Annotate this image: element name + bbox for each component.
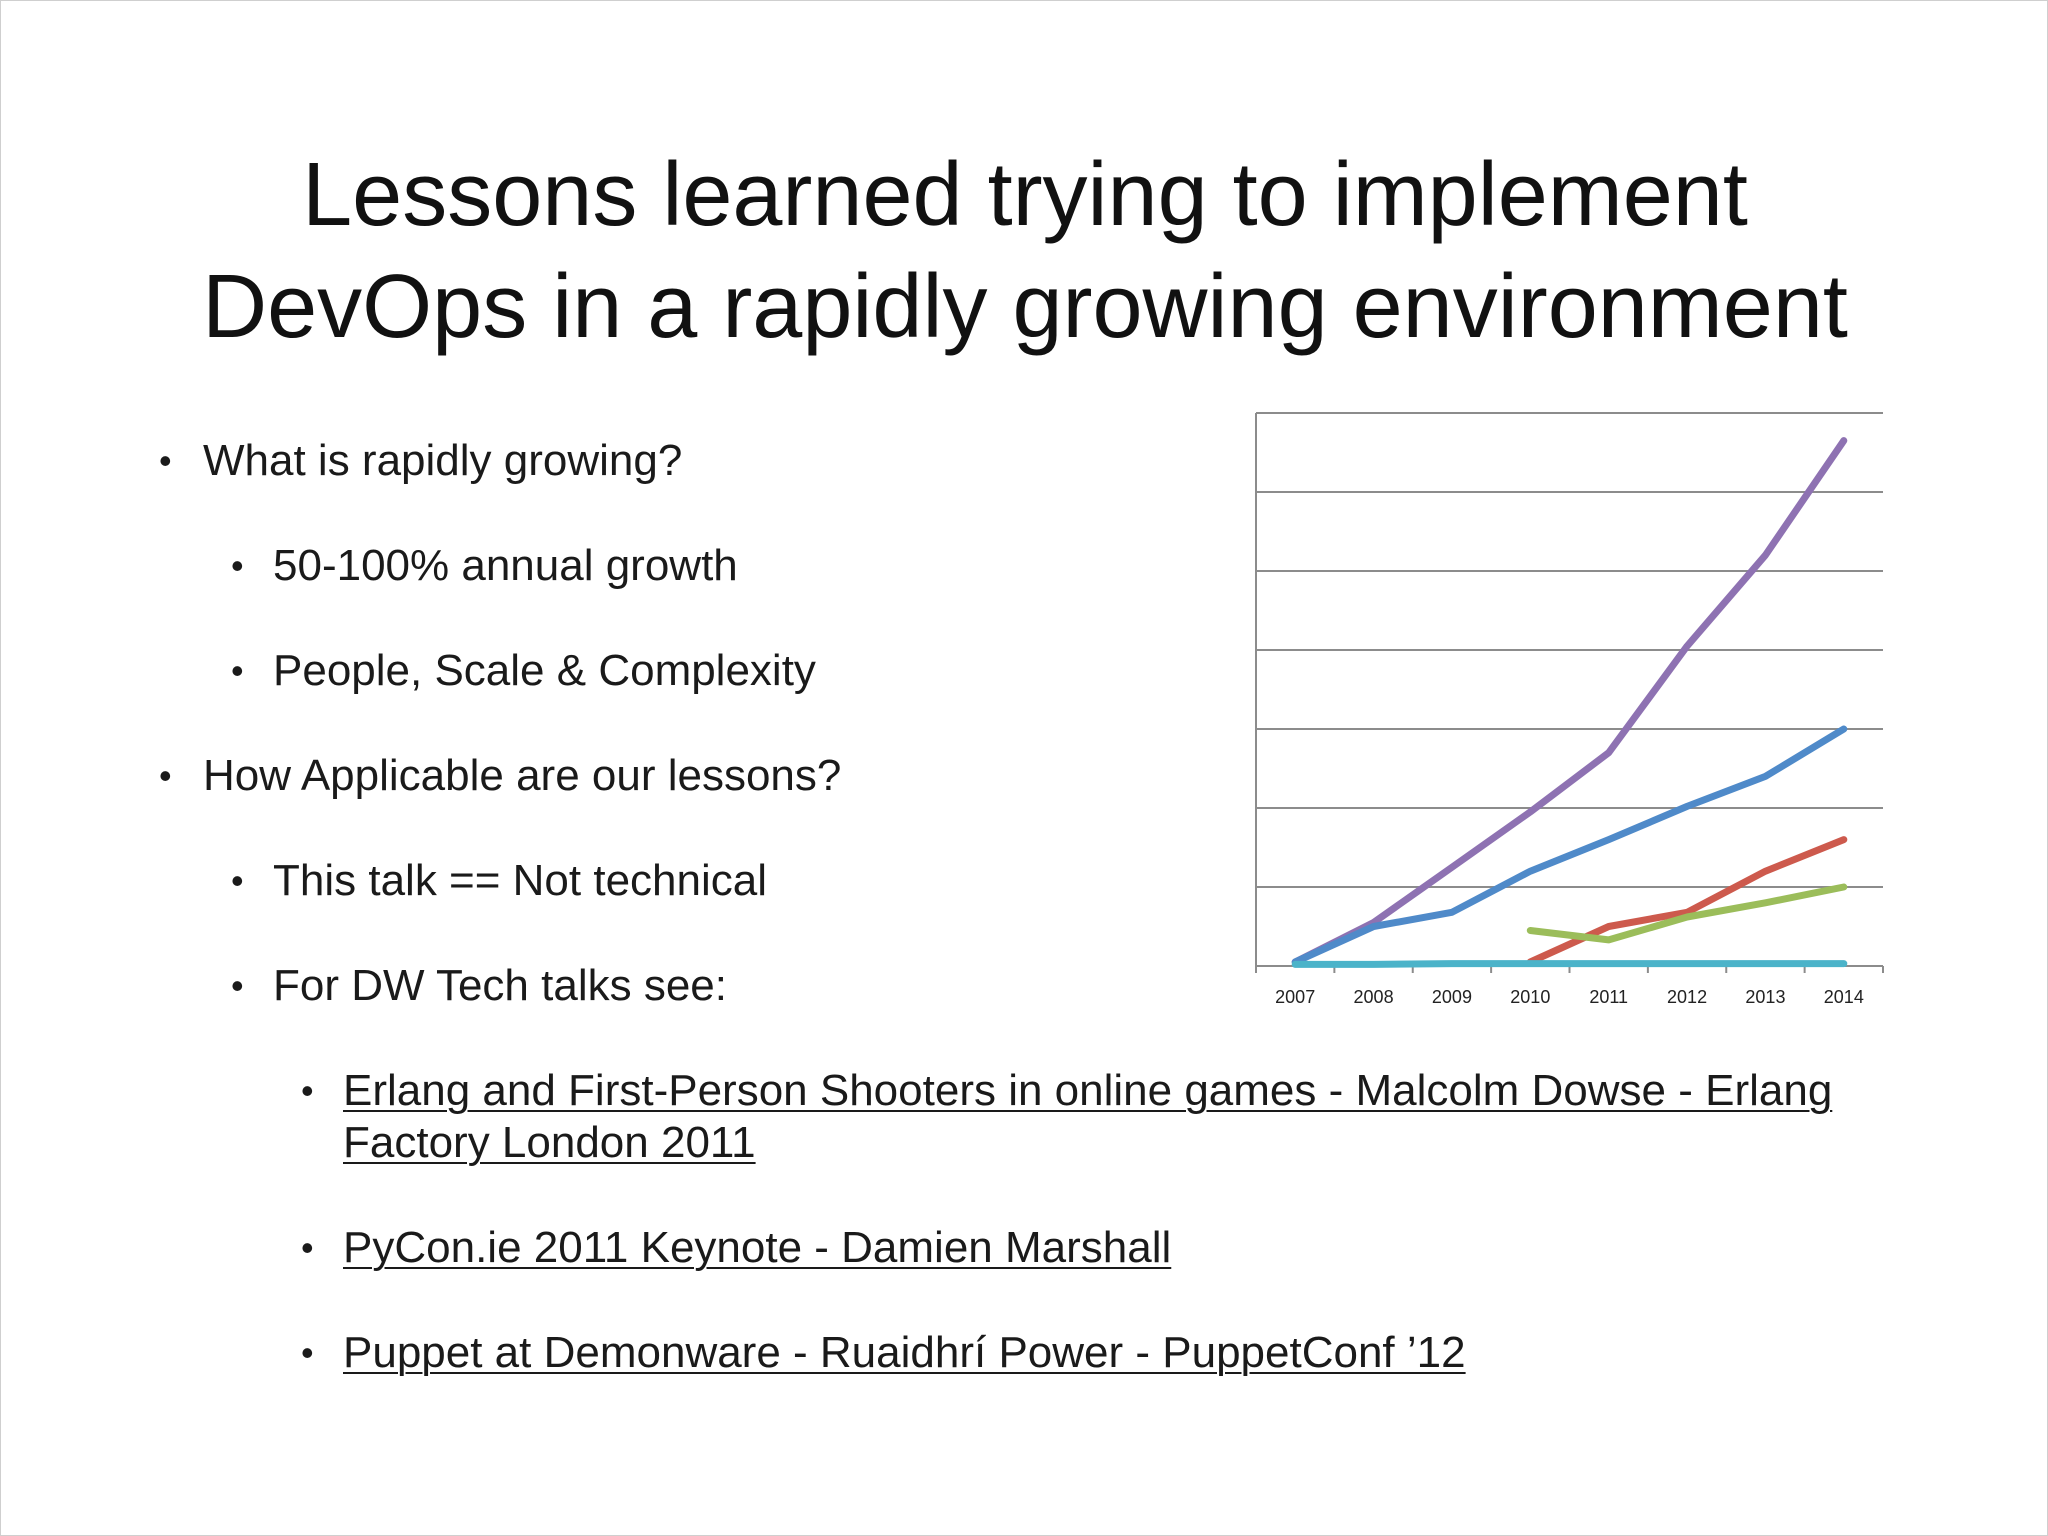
bullet-text: What is rapidly growing?: [203, 436, 683, 485]
growth-line-chart: 2007 2008 2009 2010 2011 2012 2013 2014: [1255, 412, 1884, 1007]
talk-link-puppet[interactable]: Puppet at Demonware - Ruaidhrí Power - P…: [343, 1328, 1466, 1377]
x-tick-label: 2010: [1510, 987, 1550, 1007]
series-line: [1526, 836, 1848, 966]
bullet-item: • 50-100% annual growth: [231, 540, 738, 592]
bullet-dot: •: [231, 965, 244, 1006]
bullet-item: • People, Scale & Complexity: [231, 645, 816, 697]
x-tick-label: 2013: [1745, 987, 1785, 1007]
bullet-item: • How Applicable are our lessons?: [159, 750, 842, 802]
link-item: • Erlang and First-Person Shooters in on…: [301, 1065, 1883, 1169]
title-line-1: Lessons learned trying to implement: [302, 145, 1748, 245]
x-tick-label: 2008: [1354, 987, 1394, 1007]
series-line: [1291, 725, 1848, 966]
x-tick-label: 2009: [1432, 987, 1472, 1007]
bullet-dot: •: [301, 1227, 314, 1268]
bullet-dot: •: [231, 650, 244, 691]
bullet-dot: •: [301, 1070, 314, 1111]
title-line-2: DevOps in a rapidly growing environment: [202, 257, 1848, 357]
bullet-item: • For DW Tech talks see:: [231, 960, 727, 1012]
series-line: [1291, 437, 1848, 966]
bullet-dot: •: [159, 755, 172, 796]
talk-link-pycon[interactable]: PyCon.ie 2011 Keynote - Damien Marshall: [343, 1223, 1172, 1272]
link-item: • PyCon.ie 2011 Keynote - Damien Marshal…: [301, 1222, 1172, 1274]
x-tick-label: 2007: [1275, 987, 1315, 1007]
bullet-text: This talk == Not technical: [273, 856, 768, 905]
link-item: • Puppet at Demonware - Ruaidhrí Power -…: [301, 1327, 1466, 1379]
slide-title: Lessons learned trying to implement DevO…: [1, 139, 2048, 363]
bullet-item: • This talk == Not technical: [231, 855, 768, 907]
x-tick-label: 2014: [1824, 987, 1864, 1007]
bullet-text: How Applicable are our lessons?: [203, 751, 842, 800]
bullet-dot: •: [301, 1332, 314, 1373]
series-line: [1291, 960, 1848, 968]
bullet-dot: •: [159, 440, 172, 481]
x-tick-label: 2012: [1667, 987, 1707, 1007]
bullet-text: People, Scale & Complexity: [273, 646, 816, 695]
bullet-item: • What is rapidly growing?: [159, 435, 683, 487]
series-line: [1526, 883, 1848, 944]
talk-link-erlang[interactable]: Erlang and First-Person Shooters in onli…: [343, 1066, 1833, 1167]
bullet-dot: •: [231, 860, 244, 901]
bullet-text: For DW Tech talks see:: [273, 961, 727, 1010]
bullet-text: 50-100% annual growth: [273, 541, 738, 590]
x-tick-label: 2011: [1589, 987, 1628, 1007]
bullet-dot: •: [231, 545, 244, 586]
